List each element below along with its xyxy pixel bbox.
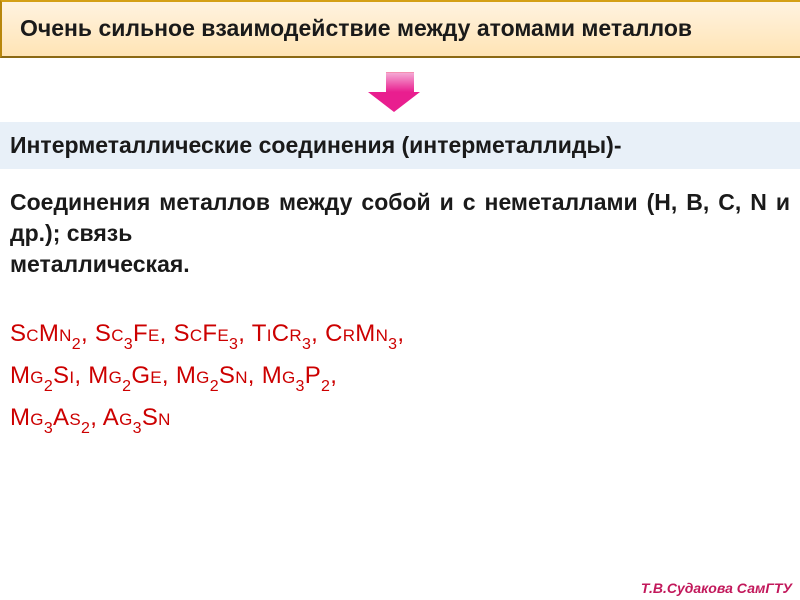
formula-line-1: ScMn2, Sc3Fe, ScFe3, TiCr3, CrMn3, <box>10 314 790 356</box>
arrow-container <box>0 58 800 122</box>
heading-text: Очень сильное взаимодействие между атома… <box>20 14 782 44</box>
formulas-section: ScMn2, Sc3Fe, ScFe3, TiCr3, CrMn3, Mg2Si… <box>0 290 800 451</box>
footer-credit: Т.В.Судакова СамГТУ <box>641 580 792 596</box>
subheading-box: Интерметаллические соединения (интермета… <box>0 122 800 169</box>
body-section: Соединения металлов между собой и с неме… <box>0 169 800 290</box>
subheading-text: Интерметаллические соединения (интермета… <box>10 132 790 159</box>
body-line-2: металлическая. <box>10 249 790 280</box>
formula-line-2: Mg2Si, Mg2Ge, Mg2Sn, Mg3P2, <box>10 356 790 398</box>
heading-box: Очень сильное взаимодействие между атома… <box>0 0 800 58</box>
body-line-1: Соединения металлов между собой и с неме… <box>10 187 790 249</box>
formula-line-3: Mg3As2, Ag3Sn <box>10 398 790 440</box>
arrow-down-icon <box>380 72 420 112</box>
